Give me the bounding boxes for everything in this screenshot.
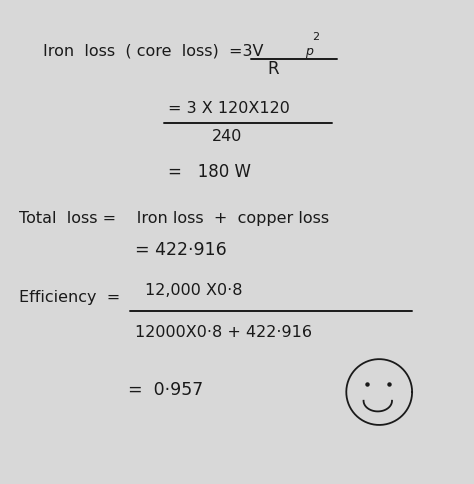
Text: Iron  loss  ( core  loss)  =3V: Iron loss ( core loss) =3V xyxy=(43,44,263,58)
Text: 12000X0·8 + 422·916: 12000X0·8 + 422·916 xyxy=(135,326,312,340)
Text: p: p xyxy=(305,45,313,58)
Text: Efficiency  =: Efficiency = xyxy=(19,290,120,305)
Text: R: R xyxy=(268,60,280,78)
Text: = 3 X 120X120: = 3 X 120X120 xyxy=(168,102,290,116)
Text: 2: 2 xyxy=(312,32,319,42)
Text: =  0·957: = 0·957 xyxy=(128,380,203,399)
Text: =   180 W: = 180 W xyxy=(168,163,251,181)
Text: Total  loss =    Iron loss  +  copper loss: Total loss = Iron loss + copper loss xyxy=(19,212,329,226)
Text: = 422·916: = 422·916 xyxy=(135,241,227,259)
Text: 12,000 X0·8: 12,000 X0·8 xyxy=(145,283,242,298)
Text: 240: 240 xyxy=(212,129,243,144)
